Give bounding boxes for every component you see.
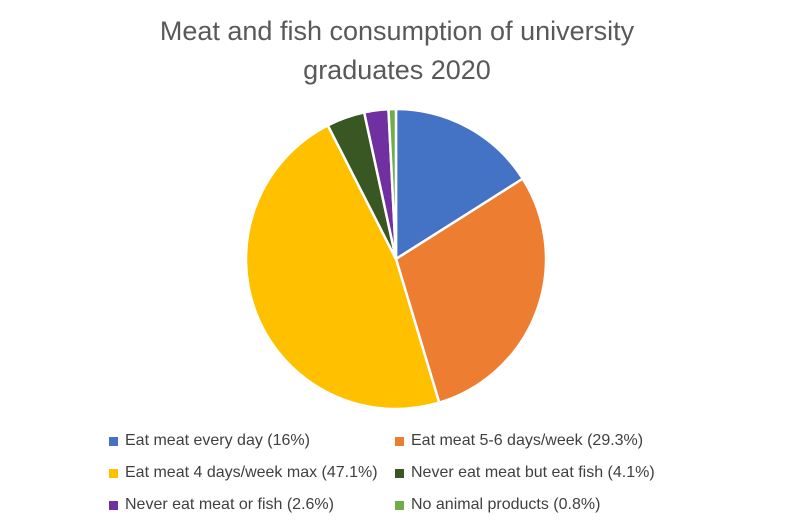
legend-item-0: Eat meat every day (16%) <box>109 432 387 450</box>
legend-item-label: Eat meat 5-6 days/week (29.3%) <box>411 432 644 449</box>
chart-legend: Eat meat every day (16%) Eat meat 5-6 day… <box>0 432 794 514</box>
legend-swatch-icon <box>395 500 404 510</box>
pie-chart <box>236 99 556 419</box>
legend-item-2: Eat meat 4 days/week max (47.1%) <box>109 464 387 482</box>
legend-item-1: Eat meat 5-6 days/week (29.3%) <box>395 432 685 450</box>
pie-slice-0 <box>394 107 524 261</box>
legend-swatch-icon <box>109 436 118 446</box>
pie-slice-2 <box>244 124 441 411</box>
legend-item-label: Never eat meat or fish (2.6%) <box>125 496 334 513</box>
legend-item-5: No animal products (0.8%) <box>395 496 685 514</box>
legend-swatch-icon <box>395 468 404 478</box>
legend-swatch-icon <box>109 500 118 510</box>
legend-swatch-icon <box>395 436 404 446</box>
pie-slice-1 <box>394 177 548 404</box>
legend-item-3: Never eat meat but eat fish (4.1%) <box>395 464 685 482</box>
legend-item-label: No animal products (0.8%) <box>411 496 601 513</box>
legend-item-label: Eat meat 4 days/week max (47.1%) <box>125 464 378 481</box>
legend-swatch-icon <box>109 468 118 478</box>
pie-chart-svg <box>244 107 548 411</box>
legend-item-label: Eat meat every day (16%) <box>125 432 310 449</box>
legend-item-label: Never eat meat but eat fish (4.1%) <box>411 464 655 481</box>
pie-slice-5 <box>387 107 398 261</box>
legend-item-4: Never eat meat or fish (2.6%) <box>109 496 387 514</box>
chart-title: Meat and fish consumption of university … <box>159 16 635 86</box>
